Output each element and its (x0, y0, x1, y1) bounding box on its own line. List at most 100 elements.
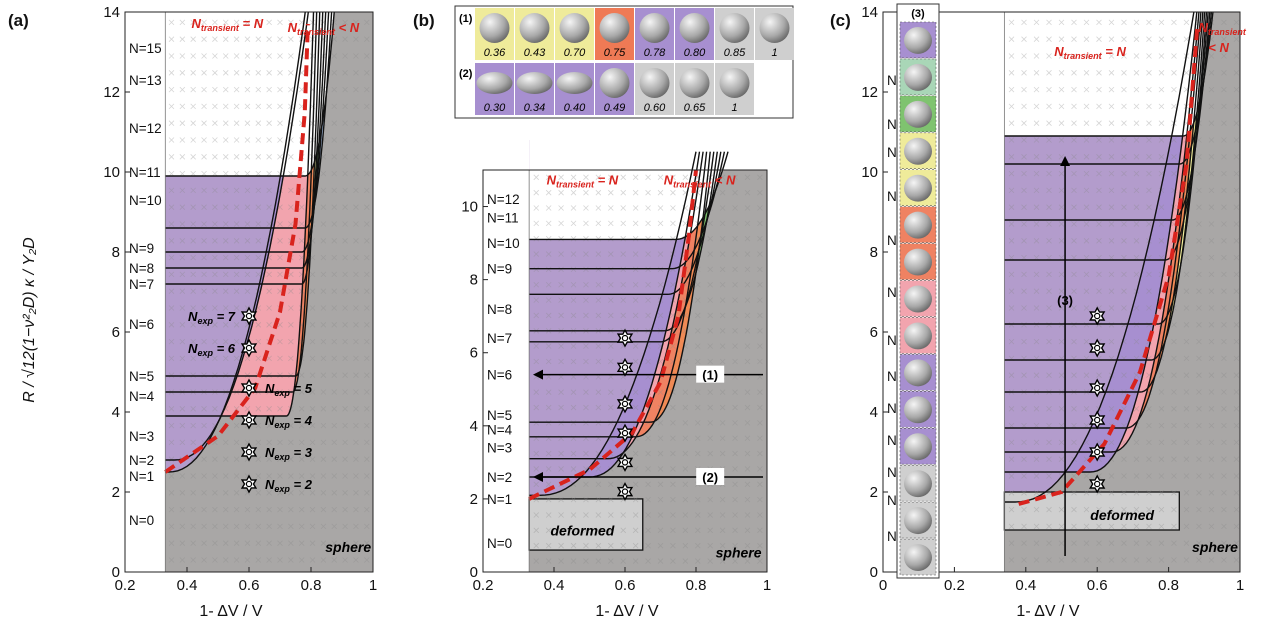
boundary-line-5 (1004, 12, 1204, 393)
cross-marker (1046, 254, 1052, 261)
cross-marker (545, 450, 552, 457)
cross-marker (1133, 490, 1140, 496)
cross-marker (632, 251, 639, 257)
x-tick-label: 0.2 (473, 577, 494, 594)
cross-marker (179, 540, 186, 546)
cross-marker (288, 322, 294, 328)
cross-marker (682, 481, 689, 488)
cross-marker (1058, 70, 1065, 76)
cross-marker (1158, 204, 1165, 210)
cross-marker (533, 312, 540, 319)
cross-marker (222, 238, 229, 244)
cross-marker (190, 288, 196, 294)
cross-marker (1058, 86, 1065, 93)
cross-marker (288, 53, 294, 59)
cross-marker (342, 170, 348, 177)
cross-marker (222, 154, 229, 160)
cross-marker (595, 174, 602, 181)
cross-marker (1221, 19, 1227, 26)
cross-marker (570, 558, 577, 564)
cross-marker (608, 542, 614, 549)
cross-marker (364, 322, 370, 328)
y-tick-label: 8 (470, 272, 478, 289)
cross-marker (266, 271, 272, 278)
cross-marker (1046, 506, 1052, 513)
n-label: N=2 (129, 453, 154, 468)
cross-marker (732, 558, 738, 564)
cross-marker (694, 527, 701, 534)
cross-marker (244, 221, 251, 227)
cross-marker (670, 281, 676, 288)
y-tick-label: 4 (112, 404, 120, 421)
inset-shape (599, 68, 630, 98)
cross-marker (233, 70, 240, 76)
cross-marker (757, 435, 763, 442)
cross-marker (707, 297, 713, 303)
cross-marker (233, 204, 240, 210)
cross-marker (212, 557, 218, 563)
cross-marker (201, 137, 207, 143)
cross-marker (620, 389, 627, 395)
cross-marker (757, 235, 763, 242)
cross-marker (277, 70, 283, 76)
cross-marker (1233, 120, 1240, 126)
cross-marker (1233, 406, 1240, 412)
cross-marker (266, 137, 272, 143)
cross-marker (179, 254, 186, 261)
cross-marker (1196, 473, 1202, 479)
cross-marker (1146, 53, 1152, 59)
cross-marker (533, 281, 540, 288)
star-center (1093, 448, 1101, 456)
cross-marker (320, 322, 327, 328)
cross-marker (1058, 254, 1065, 261)
n-label: N=10 (487, 236, 520, 251)
cross-marker (298, 557, 305, 563)
cross-marker (645, 496, 651, 503)
cross-marker (1121, 120, 1127, 126)
cross-marker (1121, 86, 1127, 93)
cross-marker (1146, 456, 1152, 462)
cross-marker (233, 456, 240, 462)
cross-marker (732, 328, 738, 334)
cross-marker (1233, 557, 1240, 563)
cross-marker (1121, 19, 1127, 26)
y-tick-label: 12 (103, 84, 120, 101)
cross-marker (1058, 238, 1065, 244)
cross-marker (233, 473, 240, 479)
cross-marker (201, 154, 207, 160)
cross-marker (595, 205, 602, 211)
cross-marker (255, 355, 262, 362)
cross-marker (266, 372, 272, 378)
cross-marker (1071, 523, 1077, 530)
cross-marker (645, 512, 651, 518)
cross-marker (1196, 372, 1202, 378)
cross-marker (1108, 221, 1115, 227)
cross-marker (255, 406, 262, 412)
cross-marker (694, 297, 701, 303)
panel-a-letter: (a) (8, 11, 29, 30)
cross-marker (1008, 490, 1015, 496)
inset-shape (679, 13, 710, 43)
cross-marker (353, 355, 359, 362)
cross-marker (364, 389, 370, 395)
cross-marker (342, 557, 348, 563)
cross-marker (1221, 473, 1227, 479)
cross-marker (331, 86, 338, 93)
cross-marker (222, 372, 229, 378)
cross-marker (1221, 557, 1227, 563)
cross-marker (583, 220, 589, 227)
inset-value: 0.70 (564, 47, 586, 59)
cross-marker (670, 435, 676, 442)
cross-marker (212, 305, 218, 311)
cross-marker (222, 456, 229, 462)
cross-marker (657, 542, 664, 549)
cross-marker (233, 120, 240, 126)
cross-marker (331, 154, 338, 160)
cross-marker (1121, 422, 1127, 429)
cross-marker (1121, 372, 1127, 378)
cross-marker (255, 120, 262, 126)
cross-marker (201, 523, 207, 530)
cross-marker (657, 435, 664, 442)
cross-marker (657, 251, 664, 257)
experiment-marker (240, 378, 258, 398)
